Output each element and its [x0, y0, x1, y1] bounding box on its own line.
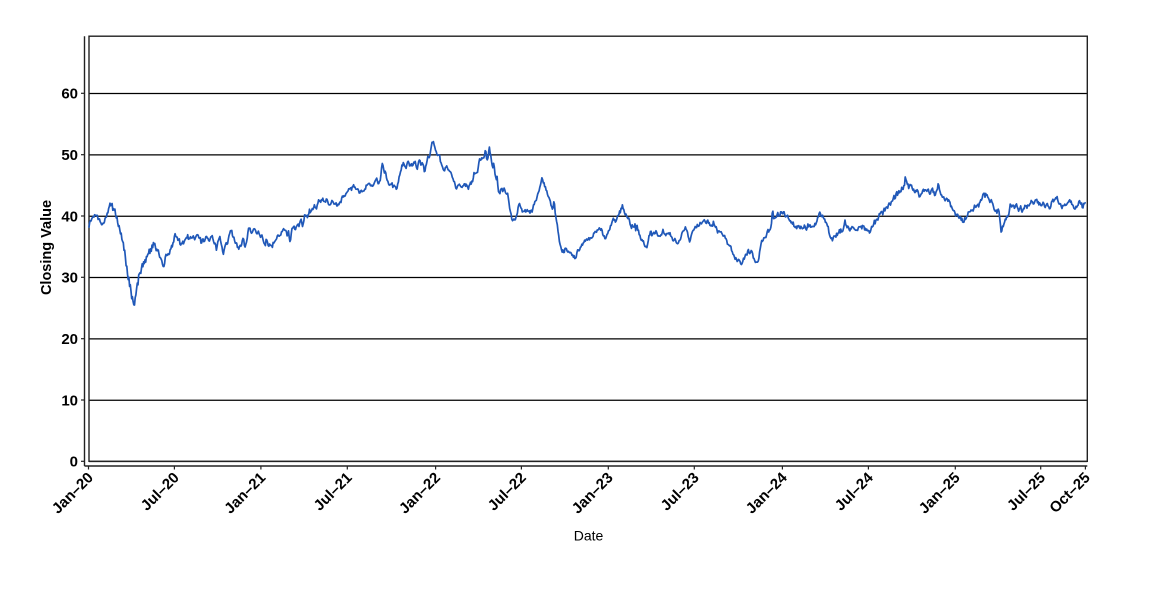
svg-text:Date: Date	[574, 528, 604, 544]
svg-text:20: 20	[61, 331, 78, 348]
svg-text:50: 50	[61, 147, 78, 164]
svg-text:40: 40	[61, 208, 78, 225]
svg-text:Closing Value: Closing Value	[39, 200, 55, 295]
svg-text:60: 60	[61, 86, 78, 103]
svg-text:10: 10	[61, 392, 78, 409]
svg-text:0: 0	[70, 454, 78, 471]
svg-text:30: 30	[61, 270, 78, 287]
